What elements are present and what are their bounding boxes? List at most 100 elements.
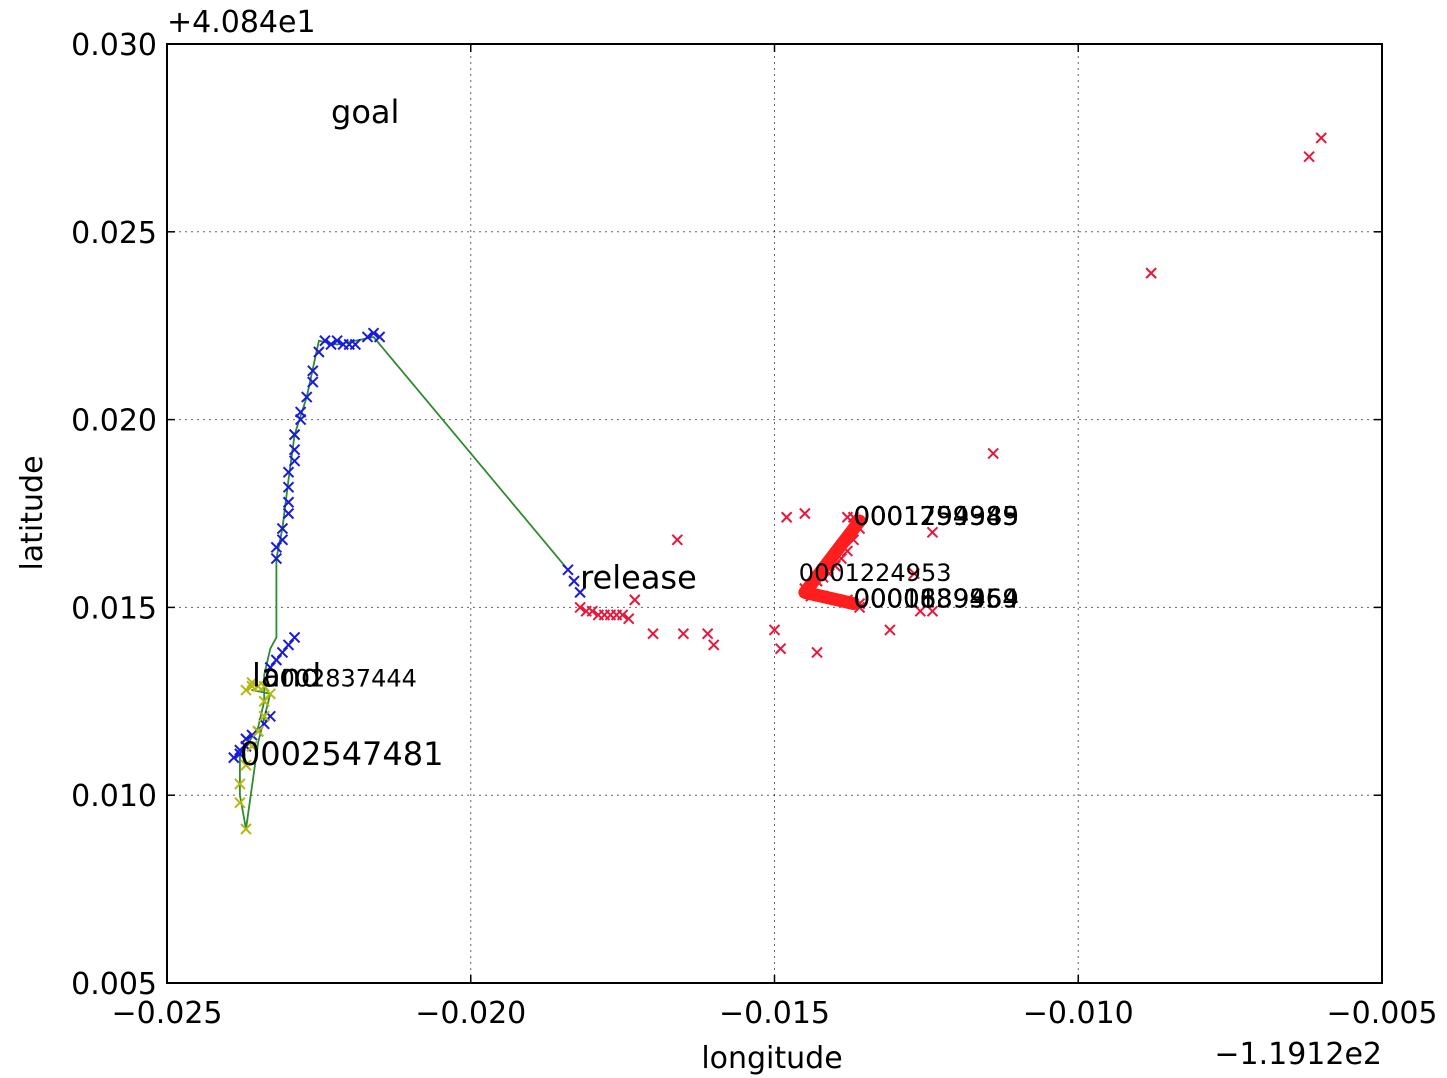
- track-segment-thick: [798, 514, 867, 611]
- x-marker: [987, 447, 999, 460]
- annotation-label: release: [580, 559, 697, 597]
- annotations: goal release land 0002547481 0002837444 00012…: [240, 93, 1019, 773]
- x-marker: [708, 639, 720, 651]
- annotation-label: land: [252, 656, 321, 694]
- x-marker: [313, 346, 325, 358]
- x-marker: [270, 541, 283, 554]
- x-marker: [282, 639, 295, 651]
- x-marker: [282, 507, 295, 520]
- x-marker: [701, 627, 714, 640]
- x-marker: [246, 676, 258, 689]
- x-marker: [629, 594, 641, 606]
- x-marker: [331, 335, 343, 347]
- x-marker: [574, 586, 586, 599]
- x-marker: [622, 612, 635, 625]
- x-marker: [276, 534, 289, 546]
- x-marker: [768, 624, 781, 636]
- x-marker: [240, 684, 252, 696]
- x-marker: [240, 759, 252, 771]
- x-marker: [307, 376, 319, 388]
- x-marker: [301, 391, 313, 403]
- y-tick-label: 0.005: [71, 967, 157, 1002]
- x-marker: [234, 797, 246, 809]
- x-marker: [373, 331, 386, 343]
- x-tick-label: −0.005: [1326, 996, 1437, 1031]
- x-marker: [586, 605, 598, 617]
- x-marker: [325, 338, 337, 351]
- x-marker: [811, 646, 823, 659]
- x-marker: [252, 725, 264, 738]
- x-marker: [270, 552, 283, 565]
- annotation-label: 0001639964: [853, 584, 1018, 614]
- x-marker: [282, 466, 295, 478]
- x-marker: [246, 680, 258, 692]
- annotation-label: 0000839359: [853, 584, 1018, 614]
- x-marker: [240, 823, 252, 835]
- x-marker: [1315, 132, 1327, 144]
- y-offset-label: +4.084e1: [167, 5, 316, 40]
- x-marker: [234, 744, 246, 756]
- x-marker: [616, 609, 629, 621]
- x-marker: [288, 631, 301, 644]
- x-tick-label: −0.020: [415, 996, 526, 1031]
- x-marker: [282, 481, 295, 493]
- annotation-label: 0001799945: [853, 502, 1018, 532]
- x-marker: [246, 740, 258, 753]
- x-marker: [288, 443, 301, 456]
- y-tick-label: 0.015: [71, 591, 157, 626]
- x-marker: [264, 661, 276, 674]
- annotation-label: 0001299989: [853, 502, 1018, 532]
- annotation-label: 0001754383: [853, 502, 1018, 532]
- grid: [167, 44, 1382, 983]
- x-marker: [264, 688, 276, 700]
- annotation-label: 0000189454: [853, 584, 1018, 614]
- x-marker: [337, 338, 349, 351]
- x-marker: [926, 605, 939, 617]
- x-marker: [926, 526, 939, 538]
- x-marker: [774, 643, 787, 655]
- x-offset-label: −1.1912e2: [1214, 1037, 1382, 1072]
- x-marker: [282, 496, 295, 508]
- x-marker: [288, 455, 301, 467]
- x-marker: [574, 601, 586, 614]
- y-axis-label: latitude: [15, 455, 50, 570]
- x-marker: [307, 365, 319, 377]
- annotation-label: goal: [331, 93, 399, 131]
- x-tick-label: −0.025: [111, 996, 222, 1031]
- x-marker: [246, 729, 258, 741]
- x-marker: [288, 428, 301, 441]
- x-marker: [671, 534, 684, 546]
- annotation-label: 0002547481: [240, 735, 444, 773]
- x-marker: [780, 511, 793, 523]
- x-marker: [276, 646, 289, 659]
- x-marker: [647, 627, 659, 640]
- x-marker: [568, 575, 580, 587]
- x-marker: [234, 748, 246, 760]
- x-tick-label: −0.010: [1023, 996, 1134, 1031]
- x-marker: [258, 695, 270, 708]
- x-marker: [1303, 150, 1315, 163]
- x-marker: [677, 627, 690, 640]
- y-tick-label: 0.030: [71, 28, 157, 63]
- x-marker: [908, 567, 920, 580]
- series-group: [228, 132, 1327, 835]
- x-marker: [1145, 267, 1157, 279]
- y-tick-label: 0.010: [71, 779, 157, 814]
- x-marker: [914, 605, 927, 617]
- x-marker: [884, 624, 896, 636]
- x-marker: [361, 331, 374, 343]
- x-axis-label: longitude: [701, 1041, 842, 1076]
- annotation-label: 0001224953: [799, 559, 952, 587]
- x-marker: [234, 778, 246, 790]
- track-line: [238, 336, 569, 830]
- y-tick-label: 0.020: [71, 404, 157, 439]
- x-marker: [258, 710, 270, 723]
- x-marker: [367, 327, 380, 339]
- x-marker: [562, 564, 574, 576]
- x-marker: [270, 654, 283, 666]
- tick-marks: −0.025 −0.020 −0.015 −0.010 −0.005 0.005 0.010…: [71, 28, 1437, 1031]
- x-marker: [319, 335, 331, 347]
- y-tick-label: 0.025: [71, 216, 157, 251]
